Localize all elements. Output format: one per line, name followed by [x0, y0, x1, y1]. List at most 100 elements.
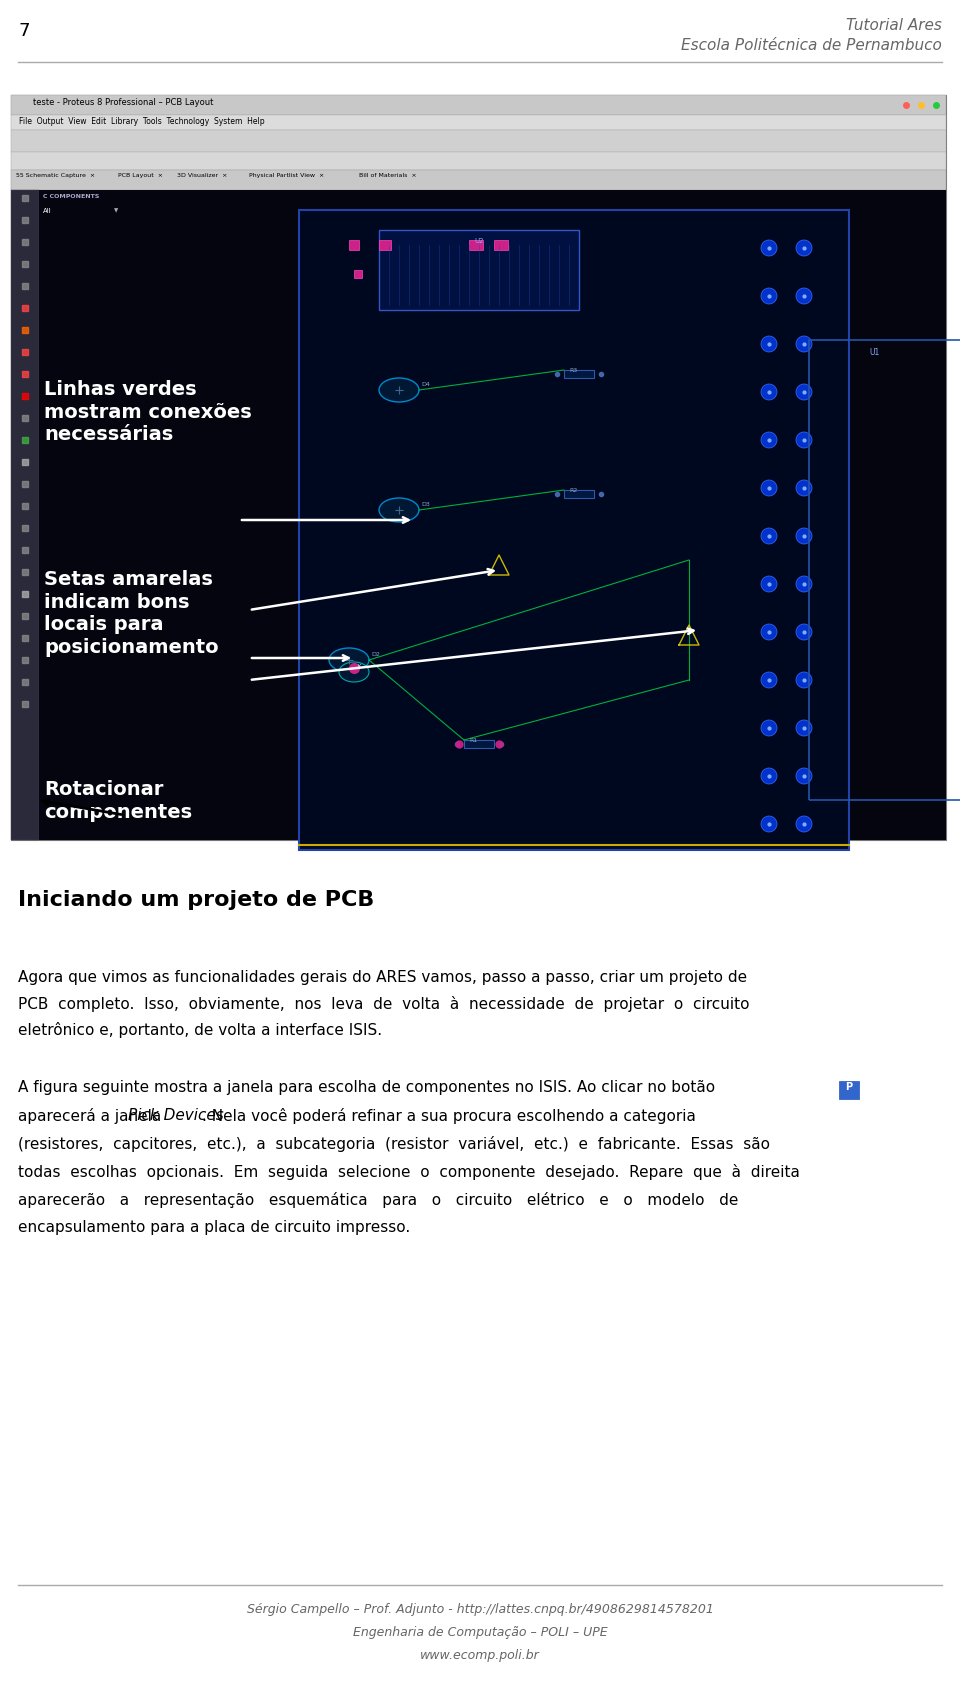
Point	[791, 387, 806, 414]
Point	[342, 377, 357, 404]
Point	[591, 657, 607, 684]
Point	[822, 596, 837, 623]
Point	[141, 786, 156, 813]
Point	[191, 647, 206, 674]
Point	[301, 587, 317, 614]
Point	[71, 736, 86, 764]
Point	[291, 346, 306, 373]
Point	[41, 226, 57, 253]
Point	[732, 256, 747, 283]
Point	[421, 777, 437, 804]
Point	[922, 426, 937, 453]
Point	[811, 657, 827, 684]
Point	[761, 686, 777, 713]
Point	[401, 546, 417, 574]
Point	[231, 377, 247, 404]
Point	[922, 516, 937, 543]
Point	[401, 387, 417, 414]
Point	[171, 767, 186, 794]
Point	[401, 747, 417, 774]
Point	[521, 226, 537, 253]
Point	[191, 606, 206, 633]
Point	[922, 786, 937, 813]
Point	[41, 667, 57, 694]
Point	[582, 377, 597, 404]
Point	[911, 786, 926, 813]
Point	[82, 557, 97, 584]
Point	[442, 546, 457, 574]
Point	[141, 477, 156, 504]
Point	[211, 336, 227, 363]
Point	[791, 377, 806, 404]
Point	[401, 176, 417, 204]
Point	[82, 767, 97, 794]
Point	[32, 436, 47, 463]
Point	[562, 757, 577, 784]
Point	[601, 506, 616, 533]
Point	[71, 806, 86, 833]
Point	[161, 757, 177, 784]
Point	[451, 197, 467, 224]
Point	[451, 287, 467, 314]
Point	[451, 816, 467, 843]
Point	[521, 587, 537, 614]
Point	[311, 616, 326, 643]
Point	[401, 677, 417, 704]
Point	[711, 367, 727, 394]
Point	[512, 416, 527, 443]
Point	[392, 767, 407, 794]
Point	[501, 387, 516, 414]
Point	[682, 187, 697, 214]
Point	[621, 657, 636, 684]
Point	[381, 477, 396, 504]
Point	[272, 256, 287, 283]
Point	[922, 467, 937, 494]
Point	[241, 657, 256, 684]
Point	[431, 636, 446, 664]
Point	[761, 696, 777, 723]
Point	[541, 377, 557, 404]
Point	[691, 356, 707, 384]
Point	[342, 436, 357, 463]
Point	[492, 336, 507, 363]
Point	[811, 266, 827, 294]
Point	[82, 346, 97, 373]
Point	[901, 236, 917, 263]
Point	[421, 387, 437, 414]
Point	[82, 377, 97, 404]
Point	[82, 636, 97, 664]
Point	[531, 187, 546, 214]
Point	[711, 207, 727, 234]
Point	[471, 477, 487, 504]
Point	[372, 226, 387, 253]
Point	[51, 757, 66, 784]
Point	[852, 696, 867, 723]
Point	[831, 187, 847, 214]
Point	[732, 176, 747, 204]
Point	[342, 546, 357, 574]
Point	[811, 596, 827, 623]
Point	[322, 307, 337, 334]
Point	[791, 736, 806, 764]
Point	[421, 367, 437, 394]
Point	[211, 557, 227, 584]
Text: PCB  completo.  Isso,  obviamente,  nos  leva  de  volta  à  necessidade  de  pr: PCB completo. Isso, obviamente, nos leva…	[18, 996, 750, 1011]
Point	[351, 816, 367, 843]
Point	[881, 446, 897, 473]
Point	[431, 176, 446, 204]
Point	[372, 367, 387, 394]
Point	[152, 567, 167, 594]
Point	[501, 236, 516, 263]
Point	[891, 487, 906, 514]
Point	[222, 606, 237, 633]
Point	[222, 516, 237, 543]
Point	[711, 307, 727, 334]
Point	[922, 546, 937, 574]
Point	[541, 307, 557, 334]
Point	[852, 416, 867, 443]
Point	[551, 387, 566, 414]
Point	[922, 657, 937, 684]
Point	[161, 446, 177, 473]
Point	[381, 426, 396, 453]
Point	[841, 636, 856, 664]
